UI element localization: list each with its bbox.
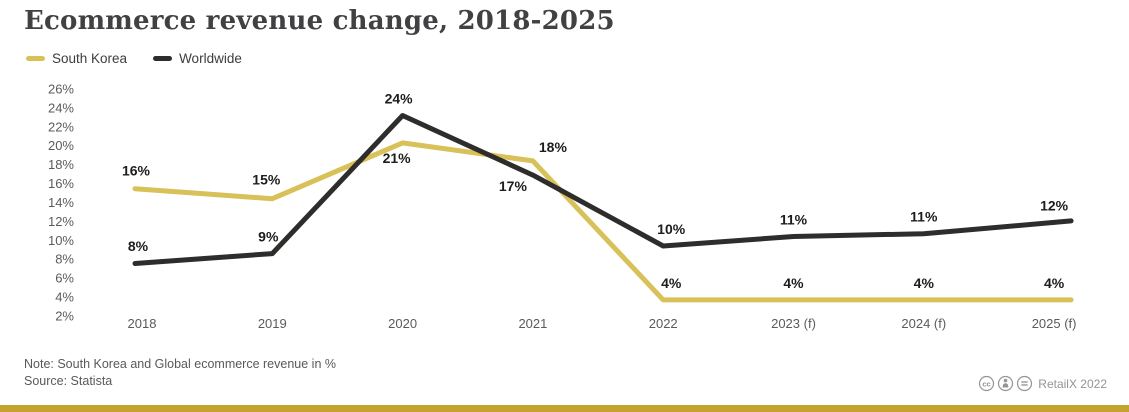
worldwide-line-swatch-icon bbox=[153, 56, 173, 61]
data-label: 8% bbox=[128, 238, 149, 254]
data-label: 4% bbox=[783, 275, 804, 291]
data-label: 16% bbox=[122, 162, 151, 178]
south-korea-line-swatch-icon bbox=[26, 56, 45, 61]
data-label: 24% bbox=[385, 90, 414, 106]
y-axis-tick-label: 10% bbox=[48, 233, 74, 248]
y-axis-tick-label: 24% bbox=[48, 100, 74, 115]
footnote-block: Note: South Korea and Global ecommerce r… bbox=[24, 356, 336, 390]
series-line-south-korea bbox=[132, 140, 1074, 303]
legend-label: Worldwide bbox=[179, 51, 242, 66]
y-axis-tick-label: 8% bbox=[55, 252, 74, 267]
y-axis-tick-label: 12% bbox=[48, 214, 74, 229]
chart-note: Note: South Korea and Global ecommerce r… bbox=[24, 357, 336, 371]
data-label: 4% bbox=[914, 275, 935, 291]
x-axis-tick-label: 2023 (f) bbox=[771, 316, 816, 331]
legend: South Korea Worldwide bbox=[26, 51, 242, 66]
cc-icon: cc bbox=[979, 375, 995, 392]
x-axis-tick-label: 2020 bbox=[388, 316, 417, 331]
x-axis-tick-label: 2019 bbox=[258, 316, 287, 331]
legend-item-worldwide: Worldwide bbox=[153, 51, 242, 66]
license-icons: cc bbox=[978, 375, 1033, 392]
data-label: 11% bbox=[780, 212, 808, 228]
legend-label: South Korea bbox=[52, 51, 128, 66]
data-label: 18% bbox=[539, 139, 568, 155]
y-axis-tick-label: 4% bbox=[55, 290, 74, 305]
x-axis-tick-label: 2024 (f) bbox=[901, 316, 946, 331]
x-axis-tick-label: 2022 bbox=[649, 316, 678, 331]
data-label: 4% bbox=[661, 275, 682, 291]
y-axis-tick-label: 14% bbox=[48, 195, 74, 210]
y-axis-tick-label: 16% bbox=[48, 176, 74, 191]
credit-row: cc RetailX 2022 bbox=[978, 375, 1107, 392]
data-label: 11% bbox=[910, 209, 938, 225]
data-label: 17% bbox=[499, 178, 528, 194]
y-axis-tick-label: 22% bbox=[48, 119, 74, 134]
chart-canvas: 26% 24% 22% 20% 18% 16% 14% 12% 10% 8% 6% 4% 2% 2018 2… bbox=[48, 82, 1077, 332]
x-axis-tick-label: 2025 (f) bbox=[1032, 316, 1077, 331]
series-line-worldwide bbox=[132, 113, 1074, 266]
no-derivatives-icon bbox=[1017, 375, 1033, 392]
credit-text: RetailX 2022 bbox=[1038, 376, 1107, 391]
y-axis-tick-label: 6% bbox=[55, 271, 74, 286]
data-label: 4% bbox=[1044, 275, 1065, 291]
x-axis-tick-label: 2018 bbox=[128, 316, 157, 331]
data-label: 15% bbox=[252, 172, 281, 188]
svg-text:cc: cc bbox=[983, 379, 991, 388]
y-axis-tick-label: 2% bbox=[55, 308, 74, 323]
brand-bottom-bar bbox=[0, 405, 1129, 412]
attribution-icon bbox=[998, 375, 1014, 392]
data-label: 10% bbox=[657, 221, 686, 237]
page-title: Ecommerce revenue change, 2018-2025 bbox=[24, 6, 615, 36]
y-axis-tick-label: 26% bbox=[48, 82, 74, 97]
data-label: 12% bbox=[1040, 197, 1069, 213]
x-axis-tick-label: 2021 bbox=[518, 316, 547, 331]
y-axis-tick-label: 18% bbox=[48, 157, 74, 172]
y-axis-tick-label: 20% bbox=[48, 138, 74, 153]
data-label: 21% bbox=[383, 150, 412, 166]
legend-item-south-korea: South Korea bbox=[26, 51, 127, 66]
data-label: 9% bbox=[258, 229, 279, 245]
chart-source: Source: Statista bbox=[24, 374, 113, 388]
